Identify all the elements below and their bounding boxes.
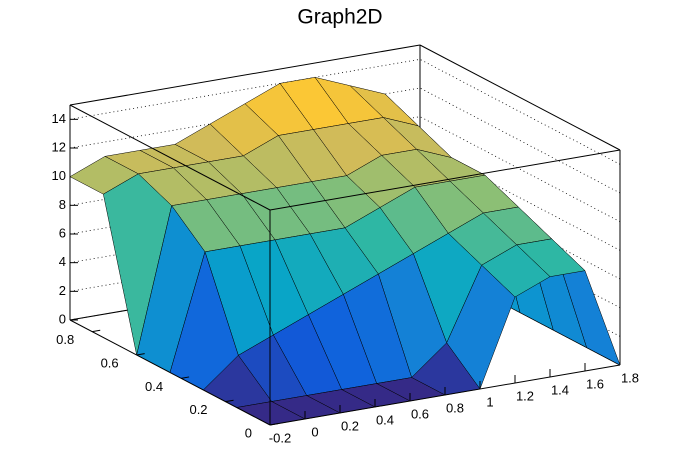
tick-mark bbox=[269, 423, 279, 426]
x-tick-label: 1 bbox=[486, 394, 493, 409]
x-tick-label: 1.2 bbox=[516, 388, 534, 403]
z-tick-label: 6 bbox=[59, 225, 66, 240]
z-tick-label: 8 bbox=[59, 197, 66, 212]
y-tick-label: 0.8 bbox=[56, 332, 74, 347]
y-tick-label: 0.4 bbox=[145, 379, 163, 394]
tick-mark bbox=[225, 399, 234, 403]
x-tick-label: 0.6 bbox=[411, 406, 429, 421]
tick-mark bbox=[92, 329, 101, 333]
x-tick-label: 0.4 bbox=[376, 412, 394, 427]
z-tick-label: 10 bbox=[52, 168, 66, 183]
chart-title: Graph2D bbox=[297, 6, 382, 29]
box-edge bbox=[69, 44, 421, 106]
z-tick-label: 14 bbox=[52, 111, 66, 126]
z-tick-label: 12 bbox=[52, 139, 66, 154]
tick-mark bbox=[181, 376, 190, 379]
z-tick-label: 0 bbox=[59, 311, 66, 326]
box-edge bbox=[419, 44, 621, 151]
x-tick-label: 1.4 bbox=[551, 382, 569, 397]
box-edge bbox=[269, 149, 621, 211]
y-tick-label: 0.6 bbox=[101, 355, 119, 370]
y-axis bbox=[69, 319, 271, 426]
x-tick-label: -0.2 bbox=[269, 430, 291, 445]
x-tick-label: 0.2 bbox=[341, 418, 359, 433]
x-tick-label: 0.8 bbox=[446, 400, 464, 415]
x-tick-label: 1.8 bbox=[621, 370, 639, 385]
z-tick-label: 2 bbox=[59, 283, 66, 298]
x-tick-label: 1.6 bbox=[586, 376, 604, 391]
y-tick-label: 0.2 bbox=[189, 402, 207, 417]
box-edge bbox=[69, 104, 271, 211]
z-tick-label: 4 bbox=[59, 254, 66, 269]
tick-mark bbox=[136, 353, 145, 356]
y-tick-label: 0 bbox=[245, 425, 252, 440]
x-tick-label: 0 bbox=[311, 424, 318, 439]
